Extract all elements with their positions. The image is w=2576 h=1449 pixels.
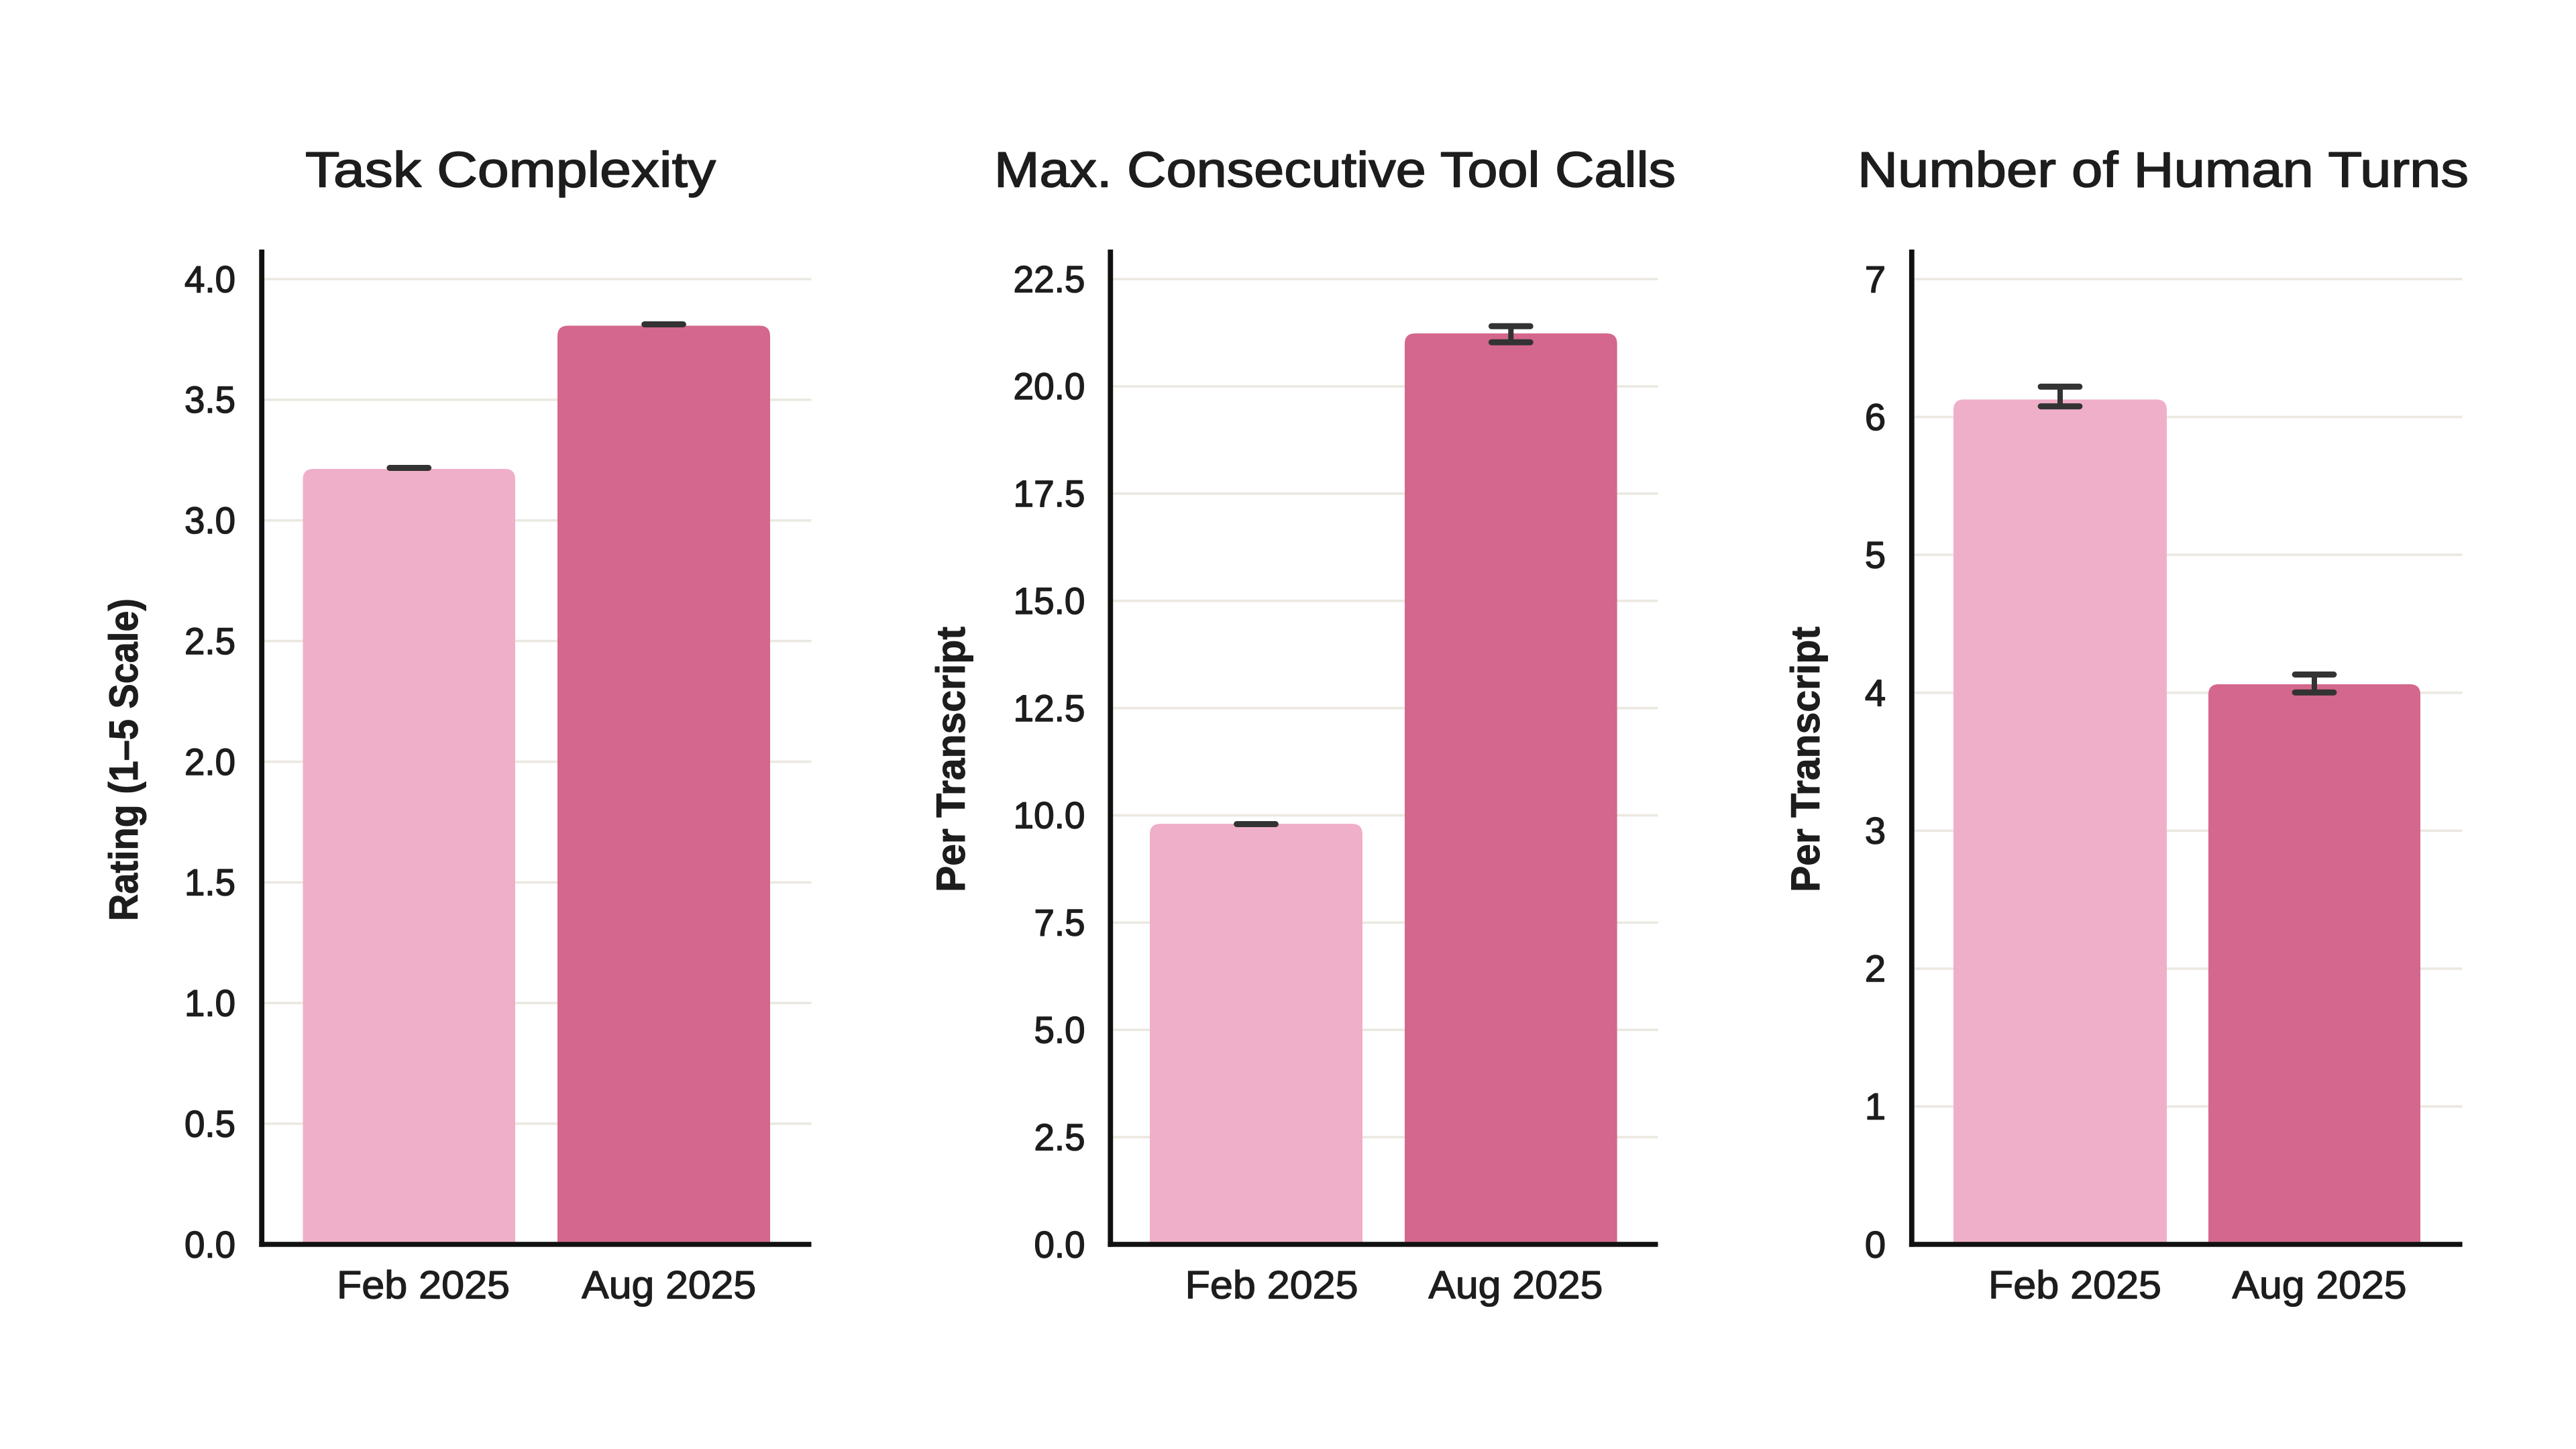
svg-text:Task Complexity: Task Complexity [305, 142, 716, 197]
svg-text:4.0: 4.0 [184, 258, 235, 300]
svg-text:1: 1 [1865, 1085, 1886, 1128]
svg-text:Number of Human Turns: Number of Human Turns [1858, 142, 2469, 197]
svg-text:Aug 2025: Aug 2025 [582, 1264, 756, 1307]
svg-text:2: 2 [1865, 947, 1886, 989]
svg-text:1.5: 1.5 [184, 861, 235, 904]
svg-text:4: 4 [1865, 672, 1886, 714]
svg-text:2.5: 2.5 [1034, 1116, 1085, 1158]
svg-text:Per Transcript: Per Transcript [1783, 627, 1828, 892]
svg-text:Rating (1–5 Scale): Rating (1–5 Scale) [101, 598, 146, 921]
svg-text:Aug 2025: Aug 2025 [1428, 1264, 1603, 1307]
svg-text:Aug 2025: Aug 2025 [2233, 1264, 2407, 1307]
svg-text:5.0: 5.0 [1034, 1009, 1085, 1051]
svg-text:20.0: 20.0 [1014, 365, 1085, 407]
svg-text:0: 0 [1865, 1223, 1886, 1265]
svg-text:1.0: 1.0 [184, 982, 235, 1024]
svg-text:Feb 2025: Feb 2025 [1988, 1264, 2161, 1307]
svg-text:3.0: 3.0 [184, 499, 235, 541]
svg-text:5: 5 [1865, 533, 1886, 576]
svg-text:10.0: 10.0 [1014, 794, 1085, 837]
svg-text:2.5: 2.5 [184, 620, 235, 662]
svg-text:22.5: 22.5 [1014, 258, 1085, 300]
svg-text:7.5: 7.5 [1034, 902, 1085, 944]
svg-text:15.0: 15.0 [1014, 580, 1085, 622]
svg-text:17.5: 17.5 [1014, 472, 1085, 515]
svg-text:7: 7 [1865, 258, 1886, 300]
svg-text:12.5: 12.5 [1014, 687, 1085, 729]
svg-text:3.5: 3.5 [184, 378, 235, 421]
svg-text:0.5: 0.5 [184, 1102, 235, 1144]
svg-text:Feb 2025: Feb 2025 [1185, 1264, 1358, 1307]
svg-text:0.0: 0.0 [1034, 1223, 1085, 1265]
svg-text:3: 3 [1865, 810, 1886, 852]
svg-text:Feb 2025: Feb 2025 [337, 1264, 510, 1307]
svg-text:6: 6 [1865, 396, 1886, 438]
svg-text:0.0: 0.0 [184, 1223, 235, 1265]
svg-text:2.0: 2.0 [184, 741, 235, 783]
svg-text:Max. Consecutive Tool Calls: Max. Consecutive Tool Calls [994, 142, 1676, 197]
svg-text:Per Transcript: Per Transcript [928, 627, 973, 892]
